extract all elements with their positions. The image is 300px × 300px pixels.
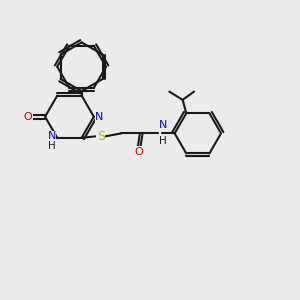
- Text: S: S: [97, 130, 105, 143]
- Text: O: O: [134, 147, 143, 157]
- Text: H: H: [159, 136, 167, 146]
- Text: N: N: [95, 112, 104, 122]
- Text: O: O: [24, 112, 32, 122]
- Text: N: N: [47, 131, 56, 141]
- Text: N: N: [159, 119, 167, 130]
- Text: H: H: [48, 141, 56, 151]
